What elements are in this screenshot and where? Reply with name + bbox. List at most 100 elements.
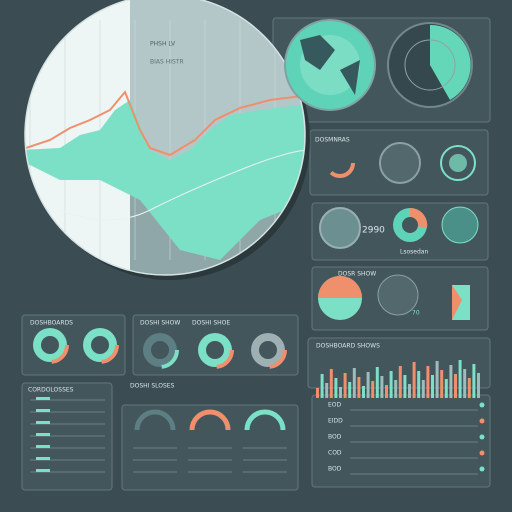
row-list: EOD EIDD BOD COD BOD (328, 402, 485, 475)
bar (348, 382, 352, 398)
row-marker (36, 433, 50, 436)
bar (329, 369, 333, 398)
ring (402, 217, 418, 233)
row-dot (479, 418, 485, 424)
bar (421, 380, 425, 398)
panel-title: DOSHI SHOW (140, 320, 180, 327)
panel-title: DOSMNRAS (315, 137, 350, 144)
pie-value: 70 (412, 310, 420, 317)
donut-ring (81, 326, 119, 364)
pie-panel (318, 274, 470, 320)
line-list (30, 397, 105, 473)
donut-hole (41, 336, 59, 354)
bar (334, 378, 338, 398)
row-marker (36, 445, 50, 448)
bar (389, 371, 393, 398)
bar (435, 361, 439, 398)
bar (366, 372, 370, 398)
panel-title: DOSHBOARD SHOWS (316, 343, 380, 350)
pie-ring (404, 39, 456, 91)
row-marker (36, 457, 50, 460)
gauges (325, 142, 476, 184)
bar (375, 367, 379, 398)
hero-line (59, 149, 305, 221)
hero-subtitle: BIAS HISTR (150, 59, 184, 66)
hero-chart: PHSH LV BIAS HISTR (24, 0, 310, 280)
bar (426, 366, 430, 398)
donuts (31, 326, 287, 369)
row-label: BOD (328, 466, 342, 473)
gauge (449, 154, 467, 172)
bar (458, 360, 462, 398)
bar (403, 375, 407, 398)
half-gauge (189, 409, 231, 431)
hero-rim (24, 0, 306, 276)
pie-slice (452, 285, 462, 320)
pie-slice (430, 24, 471, 100)
gauge (379, 142, 421, 184)
row-marker (36, 421, 50, 424)
bar-chart (316, 360, 480, 398)
bar (477, 373, 480, 398)
row-dot (479, 450, 485, 456)
bar (325, 383, 329, 398)
panel-title: DOSHBOARDS (30, 320, 73, 327)
panel-title: DOSHI SHOE (192, 320, 230, 327)
globe-land (300, 35, 360, 95)
row-label: EIDD (328, 418, 343, 425)
hero-area (25, 100, 305, 260)
half-gauge (244, 409, 286, 431)
bar (408, 384, 411, 398)
half-gauge (134, 409, 176, 431)
bar (352, 368, 356, 398)
bar (463, 369, 467, 398)
bar (472, 364, 476, 398)
donut-ring (249, 331, 287, 369)
gauge (377, 274, 419, 316)
bar (316, 388, 319, 398)
hero-title: PHSH LV (150, 41, 176, 48)
bar (362, 386, 365, 398)
panel (311, 394, 491, 488)
bar (357, 377, 361, 398)
bar (398, 366, 402, 398)
row-marker (36, 469, 50, 472)
ring (441, 206, 479, 244)
bar (467, 378, 471, 398)
bar (449, 365, 453, 398)
gauge (440, 145, 476, 181)
ring-label: Lsosedan (400, 249, 428, 256)
donut-hole (151, 341, 169, 359)
row-dot (479, 466, 485, 472)
bar (417, 371, 421, 398)
bar (394, 380, 398, 398)
donut-hole (91, 336, 109, 354)
pie-slice (318, 276, 362, 298)
bar (380, 376, 384, 398)
bar (320, 374, 324, 398)
row-dot (479, 402, 485, 408)
donut-ring (196, 331, 234, 369)
donut-ring (141, 331, 179, 369)
row-dot (479, 434, 485, 440)
bar (385, 385, 388, 398)
ring-value: 2990 (362, 226, 385, 236)
donut-hole (259, 341, 277, 359)
ring (319, 207, 361, 249)
bar (431, 375, 434, 398)
panel-title: CORDOLOSSES (28, 387, 74, 394)
row-label: COD (328, 450, 342, 457)
hero-line (25, 90, 305, 157)
globe-panel (284, 19, 473, 111)
donut-hole (206, 341, 224, 359)
panel-title: DOSHI SLOSES (130, 383, 175, 390)
bar (440, 370, 444, 398)
bar (339, 387, 342, 398)
row-marker (36, 397, 50, 400)
rings (319, 206, 479, 249)
bar (412, 362, 416, 398)
bar (371, 381, 375, 398)
gauge (325, 148, 355, 178)
row-label: BOD (328, 434, 342, 441)
